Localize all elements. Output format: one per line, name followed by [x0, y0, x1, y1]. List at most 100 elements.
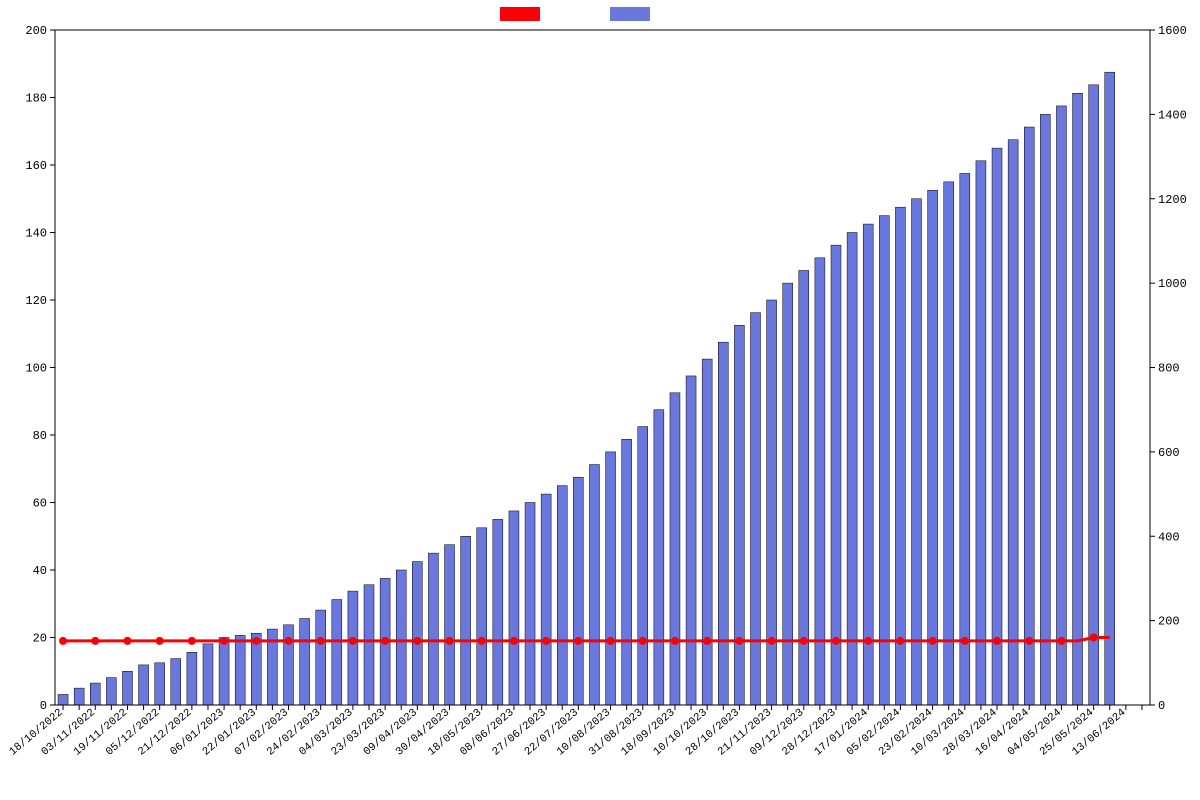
line-marker — [735, 637, 743, 645]
bar — [750, 313, 760, 705]
legend-swatch — [610, 7, 650, 21]
line-marker — [671, 637, 679, 645]
line-marker — [478, 637, 486, 645]
bar — [622, 439, 632, 705]
y-left-label: 60 — [33, 497, 47, 511]
bar — [284, 625, 294, 705]
line-marker — [91, 637, 99, 645]
line-marker — [768, 637, 776, 645]
bar — [300, 619, 310, 705]
line-marker — [317, 637, 325, 645]
bar — [879, 216, 889, 705]
bar — [235, 635, 245, 705]
bar — [316, 610, 326, 705]
y-left-label: 140 — [25, 227, 47, 241]
bar — [1024, 127, 1034, 705]
bar — [187, 652, 197, 705]
bar — [976, 161, 986, 705]
bar — [428, 553, 438, 705]
line-marker — [993, 637, 1001, 645]
bar — [541, 494, 551, 705]
y-right-label: 1000 — [1158, 277, 1187, 291]
bar — [106, 678, 116, 705]
line-marker — [1025, 637, 1033, 645]
line-marker — [284, 637, 292, 645]
y-left-label: 20 — [33, 632, 47, 646]
bar — [525, 503, 535, 706]
bar — [944, 182, 954, 705]
bar — [928, 190, 938, 705]
bar — [122, 671, 132, 705]
line-marker — [1057, 637, 1065, 645]
bar — [396, 570, 406, 705]
y-right-label: 1200 — [1158, 193, 1187, 207]
line-marker — [413, 637, 421, 645]
combo-chart: 0204060801001201401601802000200400600800… — [0, 0, 1200, 800]
y-left-label: 0 — [40, 699, 47, 713]
bar — [509, 511, 519, 705]
bar — [461, 536, 471, 705]
y-left-label: 80 — [33, 429, 47, 443]
line-marker — [832, 637, 840, 645]
bar — [718, 342, 728, 705]
bar — [1105, 72, 1115, 705]
bar — [493, 519, 503, 705]
bar — [1008, 140, 1018, 705]
bar — [1056, 106, 1066, 705]
legend-swatch — [500, 7, 540, 21]
y-left-label: 100 — [25, 362, 47, 376]
line-marker — [800, 637, 808, 645]
line-marker — [252, 637, 260, 645]
bar — [831, 245, 841, 705]
chart-container: 0204060801001201401601802000200400600800… — [0, 0, 1200, 800]
y-left-label: 180 — [25, 92, 47, 106]
line-marker — [961, 637, 969, 645]
bar — [1040, 114, 1050, 705]
bar — [670, 393, 680, 705]
bar — [863, 224, 873, 705]
line-marker — [510, 637, 518, 645]
bar — [332, 600, 342, 705]
bar — [734, 325, 744, 705]
bar — [895, 207, 905, 705]
bar — [412, 562, 422, 705]
bar — [638, 427, 648, 705]
line-marker — [123, 637, 131, 645]
line-marker — [929, 637, 937, 645]
line-marker — [446, 637, 454, 645]
y-left-label: 120 — [25, 294, 47, 308]
line-marker — [896, 637, 904, 645]
line-marker — [349, 637, 357, 645]
y-right-label: 600 — [1158, 446, 1180, 460]
y-left-label: 160 — [25, 159, 47, 173]
bar — [74, 688, 84, 705]
bar — [477, 528, 487, 705]
y-left-label: 200 — [25, 24, 47, 38]
line-marker — [639, 637, 647, 645]
bar — [219, 638, 229, 706]
bar — [155, 663, 165, 705]
bar — [139, 665, 149, 705]
line-marker — [703, 637, 711, 645]
y-right-label: 0 — [1158, 699, 1165, 713]
line-marker — [864, 637, 872, 645]
line-marker — [542, 637, 550, 645]
bar — [58, 694, 68, 705]
bar — [348, 591, 358, 705]
bar — [1073, 93, 1083, 705]
bar — [573, 477, 583, 705]
bar — [847, 233, 857, 706]
line-marker — [156, 637, 164, 645]
y-right-label: 1400 — [1158, 108, 1187, 122]
bar — [364, 585, 374, 705]
bar — [445, 545, 455, 705]
bar — [557, 486, 567, 705]
y-right-label: 400 — [1158, 530, 1180, 544]
bar — [90, 683, 100, 705]
bar — [203, 644, 213, 705]
line-marker — [574, 637, 582, 645]
line-marker — [381, 637, 389, 645]
bar — [815, 258, 825, 705]
bar — [654, 410, 664, 705]
line-marker — [607, 637, 615, 645]
